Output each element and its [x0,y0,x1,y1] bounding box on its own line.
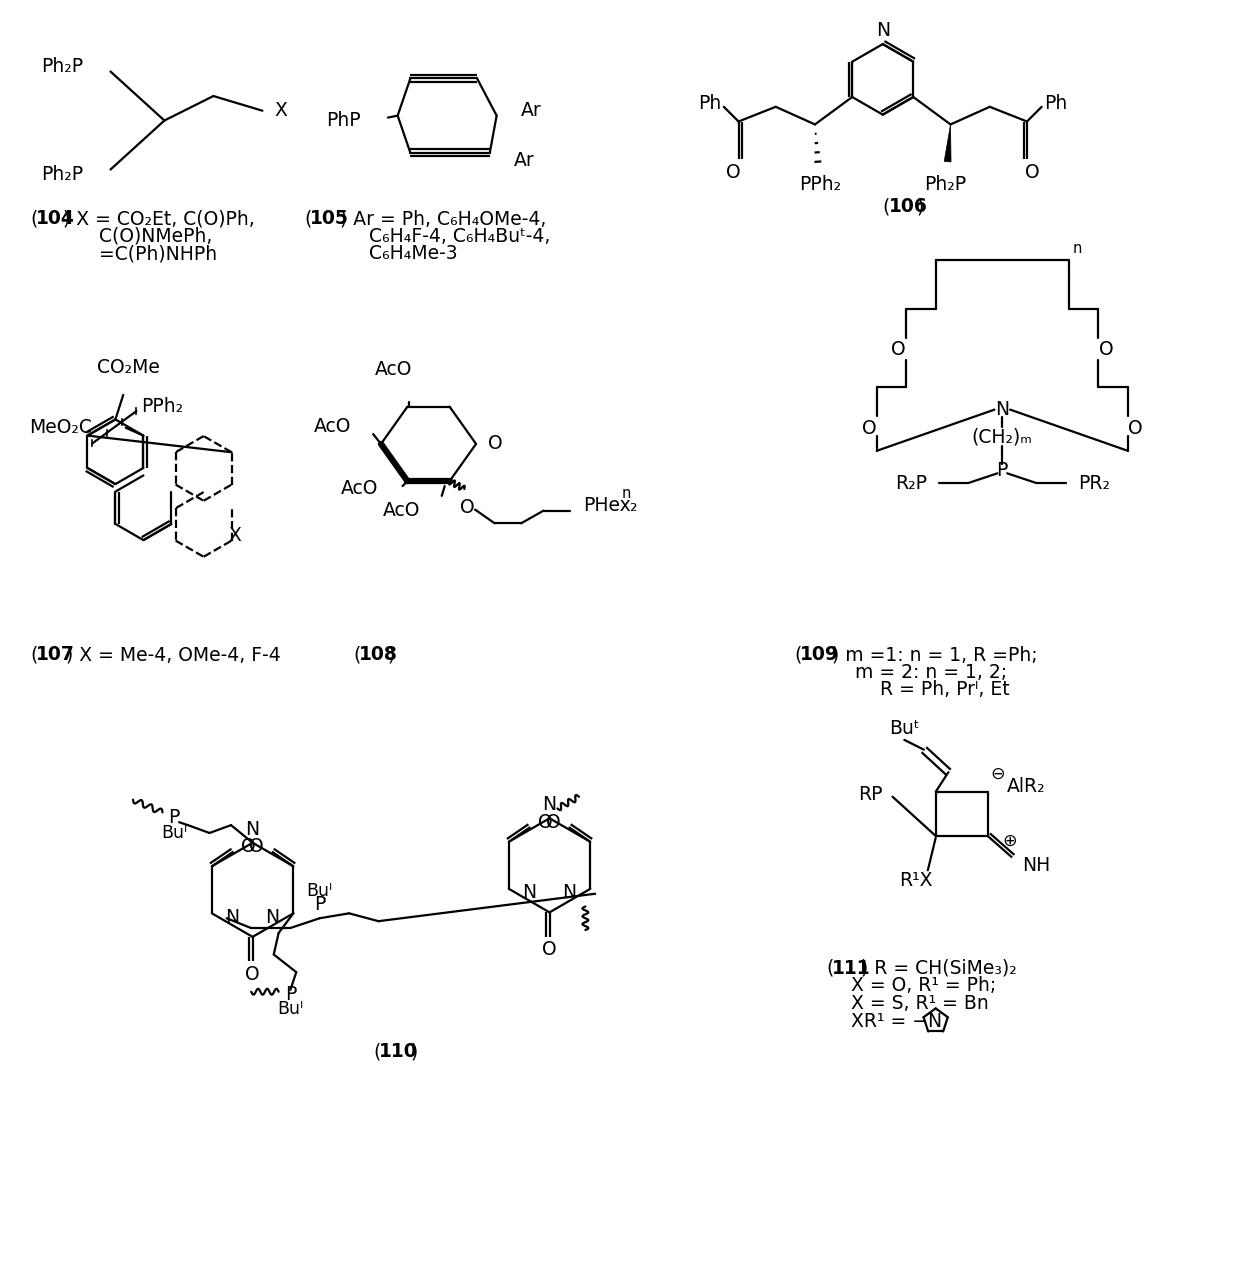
Text: N: N [563,883,577,902]
Text: PhP: PhP [325,111,360,130]
Text: 111: 111 [832,959,871,978]
Text: N: N [245,819,260,838]
Text: P: P [997,460,1008,480]
Text: RP: RP [858,785,883,804]
Text: N: N [225,908,240,927]
Text: O: O [891,341,906,359]
Text: N: N [523,883,537,902]
Text: =C(Ph)NHPh: =C(Ph)NHPh [99,244,216,263]
Text: AcO: AcO [383,501,420,520]
Text: O: O [241,837,256,856]
Text: ) Ar = Ph, C₆H₄OMe-4,: ) Ar = Ph, C₆H₄OMe-4, [340,209,547,228]
Text: PPh₂: PPh₂ [799,176,841,195]
Text: O: O [862,418,877,438]
Text: O: O [1025,163,1040,182]
Text: Ar: Ar [514,151,535,170]
Text: O: O [1128,418,1143,438]
Text: P: P [169,808,180,827]
Text: ) X = CO₂Et, C(O)Ph,: ) X = CO₂Et, C(O)Ph, [64,209,255,228]
Text: (: ( [883,197,891,216]
Text: ₂: ₂ [629,496,637,515]
Text: ⊖: ⊖ [990,766,1005,784]
Text: ): ) [410,1042,418,1061]
Text: X: X [228,527,241,546]
Text: PHex: PHex [583,496,631,515]
Text: C₆H₄Me-3: C₆H₄Me-3 [369,244,458,263]
Text: P: P [314,895,325,915]
Text: (: ( [794,645,802,664]
Text: XR¹ = −N: XR¹ = −N [852,1011,942,1030]
Text: O: O [727,163,741,182]
Text: P: P [285,986,296,1004]
Text: O: O [249,837,264,856]
Text: PPh₂: PPh₂ [141,397,184,416]
Text: O: O [245,964,260,983]
Text: R¹X: R¹X [899,870,933,889]
Text: Buᴵ: Buᴵ [306,881,333,899]
Text: ⊕: ⊕ [1002,832,1016,850]
Text: (: ( [30,209,38,228]
Text: O: O [538,813,553,832]
Text: Ph: Ph [1045,94,1068,113]
Text: n: n [1073,240,1082,256]
Polygon shape [945,125,951,162]
Text: X = S, R¹ = Bn: X = S, R¹ = Bn [852,993,990,1013]
Text: O: O [488,435,503,453]
Text: ): ) [388,645,395,664]
Text: Buᴵ: Buᴵ [278,1000,304,1019]
Text: N: N [265,908,280,927]
Text: 104: 104 [36,209,75,228]
Text: 109: 109 [801,645,839,664]
Text: AcO: AcO [375,360,413,379]
Text: n: n [622,486,632,501]
Text: R₂P: R₂P [894,473,927,492]
Text: (: ( [30,645,38,664]
Text: (: ( [826,959,833,978]
Text: AcO: AcO [340,480,378,499]
Text: 105: 105 [310,209,349,228]
Text: AcO: AcO [314,417,352,436]
Text: AlR₂: AlR₂ [1007,777,1046,796]
Text: N: N [543,795,557,814]
Text: (CH₂)ₘ: (CH₂)ₘ [972,427,1033,446]
Text: 108: 108 [359,645,398,664]
Text: Ph₂P: Ph₂P [41,57,83,76]
Text: C₆H₄F-4, C₆H₄Buᵗ-4,: C₆H₄F-4, C₆H₄Buᵗ-4, [369,226,550,245]
Text: O: O [1098,341,1113,359]
Text: m = 2: n = 1, 2;: m = 2: n = 1, 2; [856,663,1007,682]
Text: X: X [274,102,286,121]
Text: CO₂Me: CO₂Me [96,359,160,378]
Text: X = O, R¹ = Ph;: X = O, R¹ = Ph; [852,977,997,996]
Text: Ar: Ar [522,102,542,121]
Text: Buᵗ: Buᵗ [889,719,919,738]
Text: (: ( [354,645,362,664]
Text: 106: 106 [888,197,927,216]
Text: ) m =1: n = 1, R =Ph;: ) m =1: n = 1, R =Ph; [832,645,1037,664]
Text: Buᴵ: Buᴵ [161,824,188,842]
Text: Ph₂P: Ph₂P [41,165,83,184]
Text: ): ) [916,197,923,216]
Text: O: O [547,813,560,832]
Text: N: N [996,401,1010,418]
Text: R = Ph, Prᴵ, Et: R = Ph, Prᴵ, Et [879,681,1010,700]
Text: Ph: Ph [698,94,721,113]
Text: ) R = CH(SiMe₃)₂: ) R = CH(SiMe₃)₂ [861,959,1017,978]
Text: (: ( [304,209,311,228]
Text: ) X = Me-4, OMe-4, F-4: ) X = Me-4, OMe-4, F-4 [66,645,281,664]
Text: Ph₂P: Ph₂P [924,176,967,195]
Text: 107: 107 [36,645,75,664]
Text: N: N [876,20,889,39]
Text: O: O [542,940,557,959]
Text: O: O [460,499,474,518]
Text: PR₂: PR₂ [1078,473,1110,492]
Text: C(O)NMePh,: C(O)NMePh, [99,226,213,245]
Text: 110: 110 [379,1042,418,1061]
Text: MeO₂C: MeO₂C [30,418,93,438]
Text: (: ( [373,1042,380,1061]
Text: NH: NH [1022,856,1050,875]
